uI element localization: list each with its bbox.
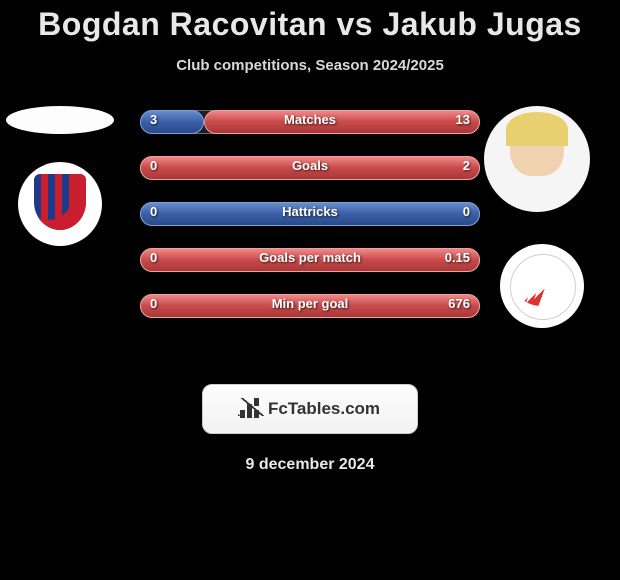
player-right-club-badge	[500, 244, 584, 328]
stat-row: 00.15Goals per match	[140, 248, 480, 272]
attribution-badge[interactable]: FcTables.com	[202, 384, 418, 434]
stat-label: Min per goal	[140, 296, 480, 311]
player-right-avatar	[484, 106, 590, 212]
attribution-wrap: FcTables.com	[0, 384, 620, 434]
stat-label: Matches	[140, 112, 480, 127]
stat-label: Goals	[140, 158, 480, 173]
comparison-content: 313Matches 02Goals 00Hattricks 00.15Goals p…	[0, 104, 620, 364]
comparison-subtitle: Club competitions, Season 2024/2025	[0, 57, 620, 74]
chart-icon	[240, 398, 262, 420]
stat-row: 313Matches	[140, 110, 480, 134]
stat-row: 02Goals	[140, 156, 480, 180]
stats-bar-group: 313Matches 02Goals 00Hattricks 00.15Goals p…	[140, 110, 480, 340]
attribution-text: FcTables.com	[268, 399, 380, 419]
player-left-avatar	[6, 106, 114, 134]
player-left-club-badge	[18, 162, 102, 246]
stat-label: Hattricks	[140, 204, 480, 219]
stat-row: 0676Min per goal	[140, 294, 480, 318]
comparison-title: Bogdan Racovitan vs Jakub Jugas	[0, 0, 620, 43]
comparison-date: 9 december 2024	[0, 456, 620, 474]
stat-label: Goals per match	[140, 250, 480, 265]
stat-row: 00Hattricks	[140, 202, 480, 226]
